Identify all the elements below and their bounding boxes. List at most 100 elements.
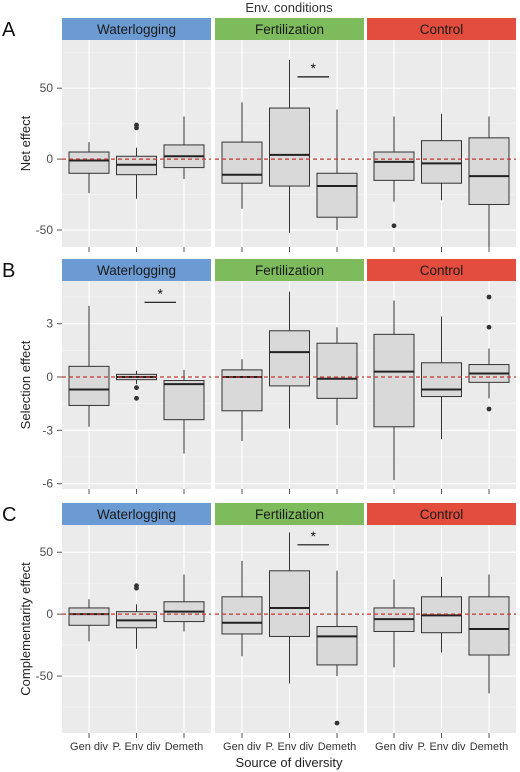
box-p-env-div xyxy=(269,59,310,233)
facet-strip-waterlogging xyxy=(62,503,211,525)
box-iqr xyxy=(373,333,415,428)
panel-rows: A Net effect -50 0 50 Waterlogging Fertilizati… xyxy=(2,18,516,753)
box-iqr xyxy=(221,596,263,635)
x-tick-label: Demeth xyxy=(318,741,357,753)
box-demeth xyxy=(468,294,510,412)
box-demeth xyxy=(316,570,358,726)
box-iqr xyxy=(68,365,110,406)
box-demeth xyxy=(316,327,358,425)
box-iqr xyxy=(316,626,358,666)
box-iqr xyxy=(269,107,310,187)
facet-label: Waterlogging xyxy=(97,263,176,278)
panel-letter: B xyxy=(2,260,15,282)
facet-strip-control xyxy=(367,259,516,281)
panel-row-b: B Selection effect -6 -3 0 3 Waterlogging * Fert… xyxy=(2,259,516,494)
panel-letter: A xyxy=(2,19,16,41)
y-tick-label: -3 xyxy=(42,423,53,437)
facet-label: Fertilization xyxy=(255,263,324,278)
significance-label: * xyxy=(158,285,164,301)
box-p-env-div xyxy=(269,532,310,684)
x-axis-title: Source of diversity xyxy=(236,755,343,770)
x-tick-label: Gen div xyxy=(375,741,413,753)
facet-label: Waterlogging xyxy=(97,507,176,522)
box-gen-div xyxy=(221,560,263,657)
facet-strip-waterlogging xyxy=(62,18,211,40)
facet-strip-waterlogging xyxy=(62,259,211,281)
facet-strip-control xyxy=(367,503,516,525)
y-tick-label: 3 xyxy=(46,317,53,331)
outlier-point xyxy=(486,294,492,300)
facet-label: Waterlogging xyxy=(97,22,176,37)
box-iqr xyxy=(163,380,205,421)
box-iqr xyxy=(421,140,462,184)
y-axis-label: Net effect xyxy=(18,115,33,171)
x-tick-label: P. Env div xyxy=(265,741,314,753)
box-gen-div xyxy=(68,599,110,642)
box-demeth xyxy=(468,574,510,694)
panel-row-a: A Net effect -50 0 50 Waterlogging Fertilizati… xyxy=(2,18,516,287)
facet-strip-fertilization xyxy=(215,503,364,525)
panel-row-c: C Complementarity effect -50 0 50 Waterloggin… xyxy=(2,503,516,753)
box-iqr xyxy=(373,151,415,181)
box-iqr xyxy=(468,596,510,656)
x-tick-label: P. Env div xyxy=(112,741,161,753)
box-p-env-div xyxy=(421,577,462,653)
box-demeth xyxy=(468,116,510,249)
outlier-point xyxy=(134,583,139,589)
box-gen-div xyxy=(68,305,110,427)
box-gen-div xyxy=(68,142,110,194)
x-tick-label: P. Env div xyxy=(417,741,466,753)
y-tick-label: -50 xyxy=(36,223,54,237)
box-iqr xyxy=(316,342,358,399)
x-tick-label: Gen div xyxy=(223,741,261,753)
y-tick-label: 0 xyxy=(46,152,53,166)
box-gen-div xyxy=(373,300,415,481)
box-iqr xyxy=(468,137,510,205)
facet-strip-fertilization xyxy=(215,259,364,281)
outlier-point xyxy=(134,385,139,391)
y-tick-label: 0 xyxy=(46,607,53,621)
box-demeth xyxy=(163,369,205,454)
outlier-point xyxy=(334,720,340,726)
x-tick-label: Demeth xyxy=(165,741,204,753)
y-tick-label: -6 xyxy=(42,477,53,491)
box-gen-div xyxy=(221,102,263,209)
facet-label: Fertilization xyxy=(255,22,324,37)
facet-label: Control xyxy=(420,263,464,278)
box-gen-div xyxy=(221,359,263,441)
facet-label: Fertilization xyxy=(255,507,324,522)
significance-label: * xyxy=(311,60,317,76)
facet-strip-fertilization xyxy=(215,18,364,40)
y-tick-label: 50 xyxy=(40,81,54,95)
box-demeth xyxy=(163,574,205,632)
box-iqr xyxy=(269,330,310,387)
box-p-env-div xyxy=(116,122,157,199)
y-axis-label: Complementarity effect xyxy=(18,562,33,696)
x-tick-label: Gen div xyxy=(70,741,108,753)
outlier-point xyxy=(134,395,139,401)
y-tick-label: 0 xyxy=(46,370,53,384)
facet-label: Control xyxy=(420,22,464,37)
box-iqr xyxy=(68,607,110,626)
y-axis-label: Selection effect xyxy=(18,340,33,429)
y-tick-label: 50 xyxy=(40,545,54,559)
x-tick-label: Demeth xyxy=(470,741,509,753)
top-title: Env. conditions xyxy=(245,0,333,15)
outlier-point xyxy=(486,324,492,330)
box-p-env-div xyxy=(421,113,462,201)
box-iqr xyxy=(221,141,263,184)
box-iqr xyxy=(421,362,462,398)
panel-letter: C xyxy=(2,504,16,526)
box-demeth xyxy=(316,109,358,287)
box-iqr xyxy=(269,570,310,637)
significance-label: * xyxy=(311,528,317,544)
outlier-point xyxy=(391,223,397,229)
y-tick-label: -50 xyxy=(36,669,54,683)
box-gen-div xyxy=(373,116,415,229)
box-demeth xyxy=(163,116,205,179)
outlier-point xyxy=(486,406,492,412)
facet-label: Control xyxy=(420,507,464,522)
box-iqr xyxy=(316,172,358,218)
facet-strip-control xyxy=(367,18,516,40)
